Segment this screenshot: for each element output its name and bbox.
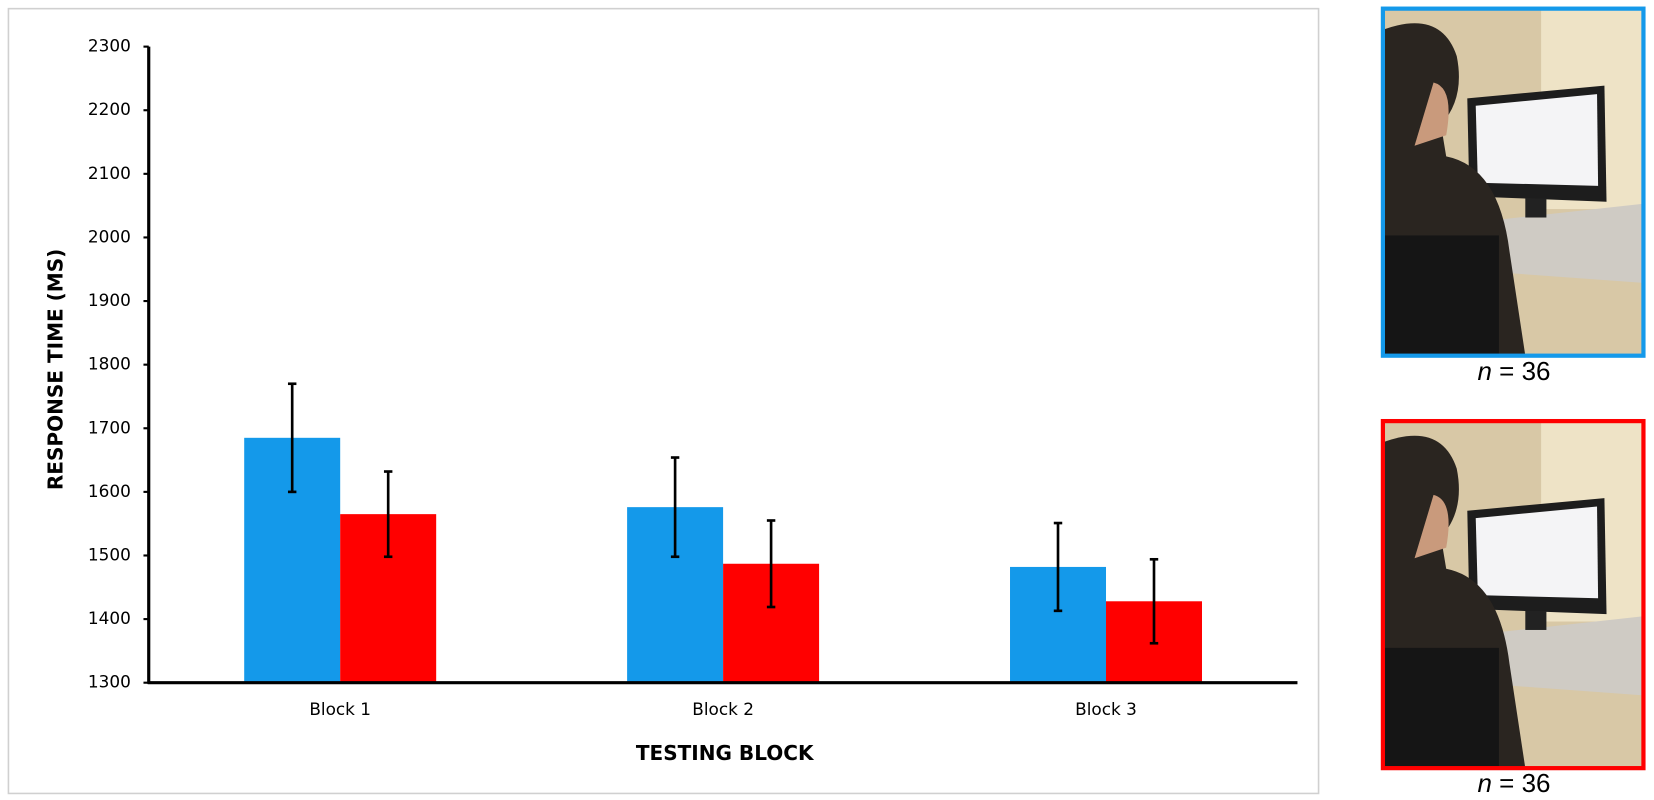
- x-axis-title: TESTING BLOCK: [636, 741, 815, 765]
- y-tick-label: 1700: [88, 417, 131, 437]
- photo-desk: [1498, 203, 1644, 283]
- x-tick-label: Block 3: [1075, 699, 1137, 719]
- photo-panels: [1380, 6, 1646, 771]
- photo-screen: [1475, 94, 1599, 186]
- y-tick-label: 1600: [88, 481, 131, 501]
- x-tick-label: Block 1: [309, 699, 371, 719]
- y-tick-label: 1800: [88, 354, 131, 374]
- photo-face: [1414, 82, 1449, 146]
- error-bar: [383, 470, 393, 559]
- photo-chair: [1382, 647, 1499, 769]
- photo: [1380, 6, 1646, 358]
- y-tick-label: 2100: [88, 163, 131, 183]
- photo-frame: [1380, 6, 1646, 358]
- error-bar: [670, 456, 680, 559]
- photo-chair: [1382, 235, 1499, 356]
- x-tick-label: Block 2: [692, 699, 754, 719]
- photo-desk: [1498, 616, 1644, 696]
- error-bar: [1053, 521, 1063, 613]
- photo-screen: [1475, 506, 1599, 599]
- y-tick-label: 1900: [88, 290, 131, 310]
- y-tick-label: 1400: [88, 608, 131, 628]
- y-tick-label: 1300: [88, 672, 131, 692]
- photo: [1380, 418, 1646, 771]
- error-bar: [287, 382, 297, 494]
- panel-caption: n = 36: [1477, 768, 1551, 798]
- y-tick-label: 1500: [88, 544, 131, 564]
- photo-face: [1414, 494, 1449, 559]
- panel-caption: n = 36: [1477, 356, 1551, 386]
- error-bar: [1149, 557, 1159, 645]
- photo-stand: [1525, 198, 1547, 218]
- y-tick-label: 2300: [88, 36, 131, 56]
- error-bar: [766, 519, 776, 609]
- y-tick-label: 2000: [88, 226, 131, 246]
- photo-frame: [1380, 418, 1646, 771]
- y-axis-title: RESPONSE TIME (MS): [43, 249, 67, 490]
- y-tick-label: 2200: [88, 99, 131, 119]
- photo-stand: [1525, 610, 1547, 630]
